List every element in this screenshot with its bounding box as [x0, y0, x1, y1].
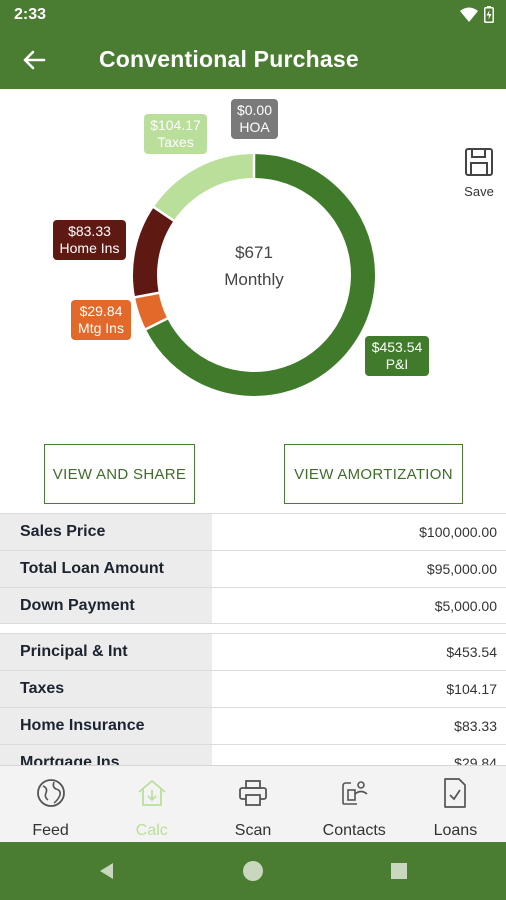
nav-contacts[interactable]: Contacts [304, 766, 405, 842]
row-label: Total Loan Amount [0, 551, 212, 587]
donut-slice-home-ins [133, 207, 174, 298]
donut-separator [143, 316, 170, 332]
chart-center-amount: $671 [235, 243, 273, 262]
taxes-tag-name: Taxes [157, 134, 194, 150]
system-back-button[interactable] [94, 858, 120, 884]
system-nav-bar [0, 842, 506, 900]
nav-scan[interactable]: Scan [202, 766, 303, 842]
circle-home-icon [243, 861, 263, 881]
row-label: Principal & Int [0, 634, 212, 670]
triangle-back-icon [100, 863, 113, 879]
bottom-nav: Feed Calc Scan Co [0, 765, 506, 842]
nav-scan-label: Scan [234, 822, 272, 839]
donut-slice-mtg-ins [135, 292, 168, 330]
printer-icon [236, 776, 270, 810]
home-ins-tag: $83.33 Home Ins [53, 220, 126, 260]
row-label: Down Payment [0, 588, 212, 623]
table-row: Sales Price $100,000.00 [0, 513, 506, 550]
hoa-tag: $0.00 HOA [231, 99, 278, 139]
battery-icon [484, 6, 494, 23]
save-icon [465, 148, 493, 176]
pi-tag: $453.54 P&I [365, 336, 429, 376]
row-value: $95,000.00 [212, 551, 506, 587]
view-and-share-button[interactable]: VIEW AND SHARE [44, 444, 195, 504]
row-value: $5,000.00 [212, 588, 506, 623]
system-recents-button[interactable] [386, 858, 412, 884]
row-value: $100,000.00 [212, 514, 506, 550]
row-label: Home Insurance [0, 708, 212, 744]
contacts-icon [337, 776, 371, 810]
row-value: $453.54 [212, 634, 506, 670]
hoa-tag-value: $0.00 [236, 102, 273, 118]
globe-icon [34, 776, 68, 810]
row-label: Sales Price [0, 514, 212, 550]
nav-loans-label: Loans [433, 822, 478, 839]
save-label: Save [464, 184, 494, 199]
donut-separator [151, 205, 177, 223]
taxes-tag: $104.17 Taxes [144, 114, 207, 154]
wifi-icon [460, 7, 478, 22]
home-ins-tag-value: $83.33 [68, 223, 111, 239]
donut-slice-p-i [145, 154, 375, 396]
table-row: Total Loan Amount $95,000.00 [0, 550, 506, 587]
chart-center-label: Monthly [224, 270, 284, 289]
status-time: 2:33 [14, 6, 47, 23]
back-arrow-icon [23, 50, 46, 70]
nav-contacts-label: Contacts [322, 822, 386, 839]
loan-summary-table: Sales Price $100,000.00 Total Loan Amoun… [0, 513, 506, 624]
calc-house-icon [135, 776, 169, 810]
status-icons [460, 6, 494, 23]
table-row: Down Payment $5,000.00 [0, 587, 506, 624]
back-button[interactable] [18, 45, 50, 75]
page-title: Conventional Purchase [99, 46, 359, 72]
nav-calc[interactable]: Calc [101, 766, 202, 842]
row-value: $83.33 [212, 708, 506, 744]
mtg-ins-tag-name: Mtg Ins [78, 320, 124, 336]
hoa-tag-name: HOA [239, 119, 270, 135]
row-label: Taxes [0, 671, 212, 707]
table-row: Principal & Int $453.54 [0, 633, 506, 670]
document-icon [438, 776, 472, 810]
pi-tag-name: P&I [385, 356, 409, 372]
mtg-ins-tag-value: $29.84 [79, 303, 123, 319]
status-bar: 2:33 [0, 0, 506, 31]
payment-chart: $671 Monthly $0.00 HOA $104.17 Taxes $83… [0, 89, 506, 434]
mtg-ins-tag: $29.84 Mtg Ins [71, 300, 131, 340]
system-home-button[interactable] [240, 858, 266, 884]
nav-feed[interactable]: Feed [0, 766, 101, 842]
pi-tag-value: $453.54 [371, 339, 423, 355]
table-row: Home Insurance $83.33 [0, 707, 506, 744]
donut-separator [132, 291, 161, 299]
taxes-tag-value: $104.17 [150, 117, 201, 133]
table-row: Taxes $104.17 [0, 670, 506, 707]
nav-calc-label: Calc [135, 822, 168, 839]
donut-chart [132, 152, 375, 396]
row-value: $104.17 [212, 671, 506, 707]
nav-feed-label: Feed [32, 822, 69, 839]
square-recents-icon [391, 863, 407, 879]
home-ins-tag-name: Home Ins [59, 240, 120, 256]
donut-slice-taxes [153, 154, 255, 221]
save-button[interactable]: Save [459, 147, 499, 199]
nav-loans[interactable]: Loans [405, 766, 506, 842]
view-amortization-button[interactable]: VIEW AMORTIZATION [284, 444, 463, 504]
payment-breakdown-table: Principal & Int $453.54 Taxes $104.17 Ho… [0, 633, 506, 781]
app-bar: Conventional Purchase [0, 31, 506, 89]
